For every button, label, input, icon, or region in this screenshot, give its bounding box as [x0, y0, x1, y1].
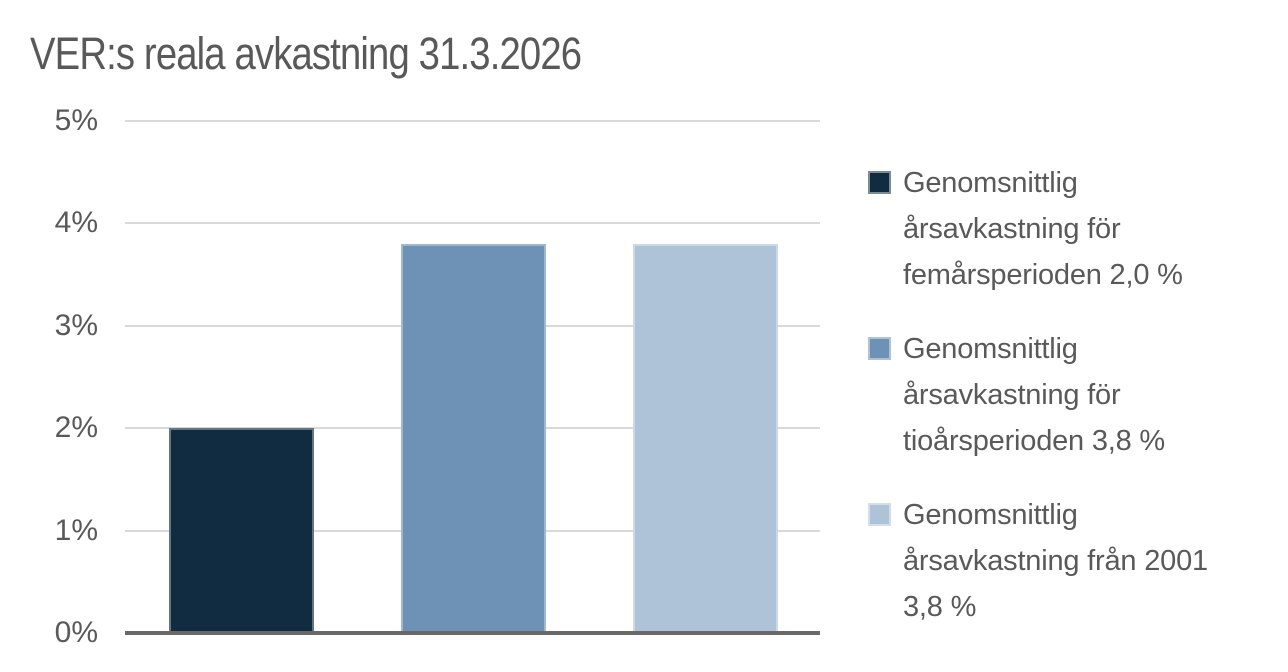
y-tick-label: 0% [54, 616, 98, 649]
legend-swatch-icon [868, 503, 891, 526]
gridline [125, 222, 820, 225]
legend: Genomsnittlig årsavkastning för femårspe… [868, 160, 1278, 658]
plot-area [125, 120, 820, 635]
legend-label: Genomsnittlig årsavkastning för tioårspe… [903, 333, 1165, 457]
legend-item: Genomsnittlig årsavkastning för femårspe… [868, 160, 1278, 298]
gridline [125, 120, 820, 122]
bar-2 [401, 243, 546, 633]
legend-item: Genomsnittlig årsavkastning för tioårspe… [868, 326, 1278, 464]
bar-3 [633, 243, 778, 633]
legend-item: Genomsnittlig årsavkastning från 2001 3,… [868, 492, 1278, 630]
x-axis-line [125, 631, 820, 635]
y-tick-label: 5% [54, 104, 98, 137]
y-tick-label: 1% [54, 513, 98, 547]
y-axis-labels: 0% 1% 2% 3% 4% 5% [0, 104, 98, 649]
legend-swatch-icon [868, 337, 891, 360]
legend-swatch-icon [868, 171, 891, 194]
y-tick-label: 4% [54, 206, 98, 240]
y-tick-label: 3% [54, 308, 98, 342]
legend-label: Genomsnittlig årsavkastning för femårspe… [903, 167, 1183, 291]
chart-title: VER:s reala avkastning 31.3.2026 [30, 28, 582, 79]
bar-1 [169, 428, 314, 633]
y-tick-label: 2% [54, 411, 98, 445]
legend-label: Genomsnittlig årsavkastning från 2001 3,… [903, 499, 1208, 623]
